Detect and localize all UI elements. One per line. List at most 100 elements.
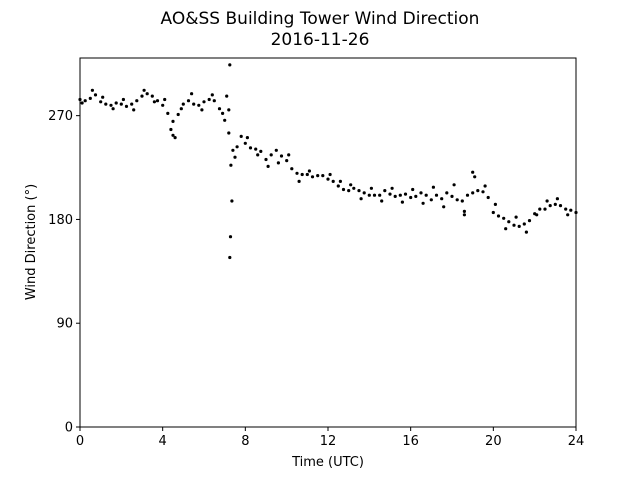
data-point — [228, 63, 232, 67]
data-point — [266, 164, 270, 168]
data-point — [555, 197, 560, 201]
data-point — [163, 97, 167, 102]
data-point — [225, 94, 229, 98]
data-point — [338, 179, 342, 183]
data-point — [276, 161, 280, 165]
data-point — [142, 88, 146, 92]
data-point — [297, 179, 301, 183]
data-point — [145, 92, 149, 96]
data-point — [566, 213, 570, 217]
data-point — [421, 201, 425, 205]
data-point — [442, 205, 446, 209]
data-point — [269, 153, 273, 157]
data-point — [171, 119, 175, 123]
data-point — [245, 136, 249, 140]
data-point — [390, 186, 394, 190]
data-point — [431, 185, 435, 189]
data-point — [217, 107, 222, 111]
data-point — [285, 159, 289, 163]
data-point — [210, 93, 214, 97]
data-point — [279, 154, 284, 158]
data-point — [295, 171, 299, 175]
data-point — [264, 157, 268, 162]
data-point — [259, 149, 263, 153]
y-tick-label: 0 — [65, 421, 73, 436]
chart-title: AO&SS Building Tower Wind Direction — [161, 9, 480, 29]
data-point — [235, 145, 239, 149]
data-point — [331, 179, 335, 183]
data-point — [424, 193, 428, 197]
data-point — [83, 99, 87, 103]
data-point — [155, 99, 160, 103]
data-point — [305, 172, 309, 177]
data-point — [99, 100, 103, 104]
data-point — [403, 192, 408, 196]
data-point — [228, 235, 233, 239]
data-point — [357, 189, 361, 193]
data-point — [507, 220, 511, 224]
data-point — [362, 191, 366, 195]
data-point — [307, 169, 311, 173]
x-tick-label: 16 — [402, 434, 419, 449]
axis-ticks: 0 4 8 12 16 20 24 0 90 180 270 — [48, 109, 584, 449]
data-point — [383, 189, 387, 193]
data-point — [227, 131, 231, 135]
data-point — [114, 101, 118, 105]
data-point — [380, 199, 384, 203]
data-point — [316, 174, 320, 178]
x-tick-label: 20 — [485, 434, 502, 449]
data-point — [176, 112, 180, 117]
data-point — [450, 194, 454, 198]
data-point — [328, 172, 332, 177]
data-point — [471, 191, 475, 195]
data-points — [78, 63, 578, 260]
data-point — [491, 210, 495, 215]
data-point — [452, 183, 456, 187]
data-point — [553, 202, 557, 206]
data-point — [192, 102, 196, 106]
data-point — [462, 209, 466, 213]
x-tick-label: 4 — [159, 434, 167, 449]
data-point — [80, 101, 84, 105]
data-point — [558, 204, 563, 208]
x-tick-label: 8 — [241, 434, 249, 449]
data-point — [254, 147, 258, 151]
data-point — [93, 93, 98, 97]
data-point — [173, 136, 177, 140]
data-point — [124, 104, 129, 108]
x-tick-label: 0 — [76, 434, 84, 449]
data-point — [347, 189, 351, 193]
data-point — [369, 186, 373, 190]
data-point — [130, 102, 134, 106]
data-point — [398, 193, 402, 197]
data-point — [119, 102, 123, 106]
data-point — [400, 200, 404, 204]
data-point — [227, 108, 231, 112]
data-point — [231, 148, 235, 152]
data-point — [504, 227, 508, 231]
data-point — [460, 199, 464, 203]
data-point — [202, 100, 206, 104]
data-point — [169, 127, 173, 132]
data-point — [179, 107, 183, 111]
data-point — [388, 192, 392, 196]
data-point — [535, 213, 539, 217]
data-point — [310, 175, 315, 179]
data-point — [502, 216, 506, 220]
data-point — [359, 197, 363, 201]
data-point — [378, 193, 382, 197]
plot-frame — [79, 57, 577, 428]
data-point — [248, 146, 253, 150]
data-point — [496, 214, 501, 218]
data-point — [393, 194, 397, 198]
y-tick-label: 180 — [48, 213, 73, 228]
data-point — [256, 153, 260, 157]
data-point — [200, 108, 204, 112]
x-tick-label: 24 — [568, 434, 585, 449]
data-point — [493, 202, 497, 206]
data-point — [140, 94, 144, 98]
data-point — [414, 194, 418, 198]
data-point — [411, 187, 415, 192]
data-point — [135, 99, 139, 103]
data-point — [88, 96, 92, 100]
